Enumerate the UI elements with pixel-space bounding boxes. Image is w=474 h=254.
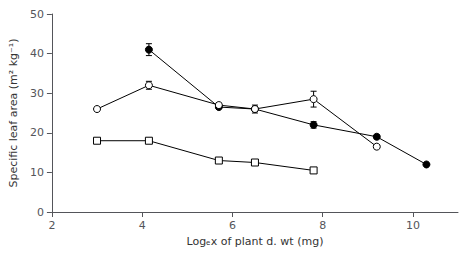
svg-text:0: 0 — [37, 206, 44, 219]
svg-text:10: 10 — [30, 166, 44, 179]
svg-text:4: 4 — [139, 219, 146, 232]
svg-text:6: 6 — [229, 219, 236, 232]
svg-text:40: 40 — [30, 47, 44, 60]
svg-text:Specific leaf area (m² kg⁻¹): Specific leaf area (m² kg⁻¹) — [7, 38, 20, 187]
svg-text:50: 50 — [30, 8, 44, 21]
svg-text:10: 10 — [406, 219, 420, 232]
svg-text:8: 8 — [319, 219, 326, 232]
svg-text:30: 30 — [30, 87, 44, 100]
svg-text:Logₑx of plant d. wt (mg): Logₑx of plant d. wt (mg) — [186, 235, 323, 248]
svg-text:2: 2 — [48, 219, 55, 232]
svg-text:20: 20 — [30, 126, 44, 139]
